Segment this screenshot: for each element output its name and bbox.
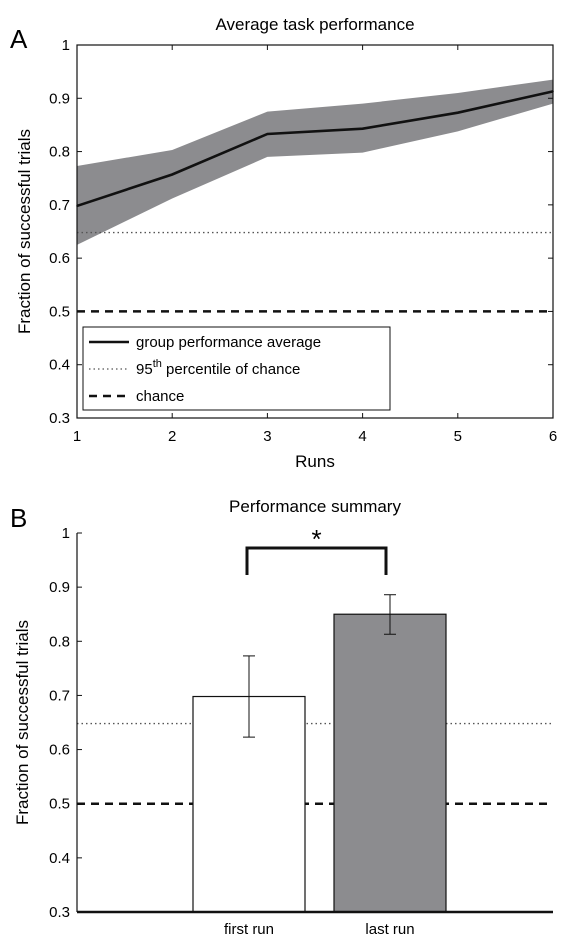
y-tick-label: 0.6 (49, 742, 70, 759)
y-tick-label: 1 (62, 37, 70, 54)
y-tick-label: 0.8 (49, 144, 70, 161)
panel-b-letter: B (10, 503, 27, 533)
bar-last-run (333, 613, 447, 913)
x-tick-label: 6 (549, 428, 557, 445)
confidence-band (77, 79, 553, 245)
panel-a-axes-frame (76, 44, 554, 419)
significance-bracket-line (245, 546, 388, 575)
x-tick-label: 5 (454, 428, 462, 445)
y-tick-label: 0.9 (49, 579, 70, 596)
data-point (457, 111, 459, 114)
panel-a-y-axis-label: Fraction of successful trials (15, 129, 34, 334)
group-average-line (76, 90, 554, 208)
y-tick-label: 0.3 (49, 410, 70, 427)
panel-a-ticks: 1 2 3 4 5 6 0.3 0.4 0.5 0.6 0.7 0.8 0.9 1 (49, 37, 557, 445)
y-tick-label: 0.3 (49, 904, 70, 921)
x-tick-label: 1 (73, 428, 81, 445)
data-point (171, 173, 173, 176)
y-tick-label: 0.4 (49, 357, 70, 374)
legend-label-95-number: 95 (136, 361, 153, 378)
y-tick-label: 0.5 (49, 796, 70, 813)
data-point (266, 133, 269, 135)
y-tick-label: 0.9 (49, 90, 70, 107)
legend-label-superscript: th (153, 358, 162, 370)
panel-b-y-axis-label: Fraction of successful trials (13, 620, 32, 825)
panel-b-title: Performance summary (229, 497, 401, 516)
x-tick-label: 3 (263, 428, 271, 445)
significance-bracket: * (245, 524, 388, 575)
legend-label-group-average: group performance average (136, 334, 321, 351)
y-tick-label: 0.5 (49, 303, 70, 320)
panel-a: A Average task performance 1 2 3 4 5 6 0.3 0.4 0… (10, 15, 557, 471)
x-tick-label: 2 (168, 428, 176, 445)
legend-label-95th-percentile: 95th percentile of chance (136, 358, 300, 378)
panel-a-letter: A (10, 24, 28, 54)
y-tick-label: 1 (62, 525, 70, 542)
panel-a-x-axis-label: Runs (295, 452, 335, 471)
data-point (361, 127, 364, 130)
panel-a-title: Average task performance (215, 15, 414, 34)
legend-label-chance: chance (136, 388, 184, 405)
error-bars (243, 594, 396, 738)
panel-b-axes (76, 533, 553, 914)
legend-box (82, 326, 391, 411)
y-tick-label: 0.7 (49, 197, 70, 214)
confidence-band-area (77, 79, 553, 245)
panel-b: B Performance summary * 0.30.40.50.60.70… (10, 497, 553, 938)
category-label: last run (365, 921, 414, 938)
legend-label-percentile-text: percentile of chance (162, 361, 300, 378)
bars (192, 613, 447, 913)
x-tick-label: 4 (358, 428, 366, 445)
panel-b-reference-lines (77, 722, 553, 805)
y-tick-label: 0.7 (49, 687, 70, 704)
category-label: first run (224, 921, 274, 938)
panel-b-ticks: 0.3 0.4 0.5 0.6 0.7 0.8 0.9 1 (49, 525, 82, 921)
reference-lines (77, 231, 553, 313)
y-tick-label: 0.8 (49, 633, 70, 650)
y-tick-label: 0.6 (49, 250, 70, 267)
significance-asterisk: * (311, 524, 321, 554)
y-tick-label: 0.4 (49, 850, 70, 867)
legend: group performance average 95th percentil… (82, 326, 391, 411)
category-labels: first run last run (224, 921, 415, 938)
